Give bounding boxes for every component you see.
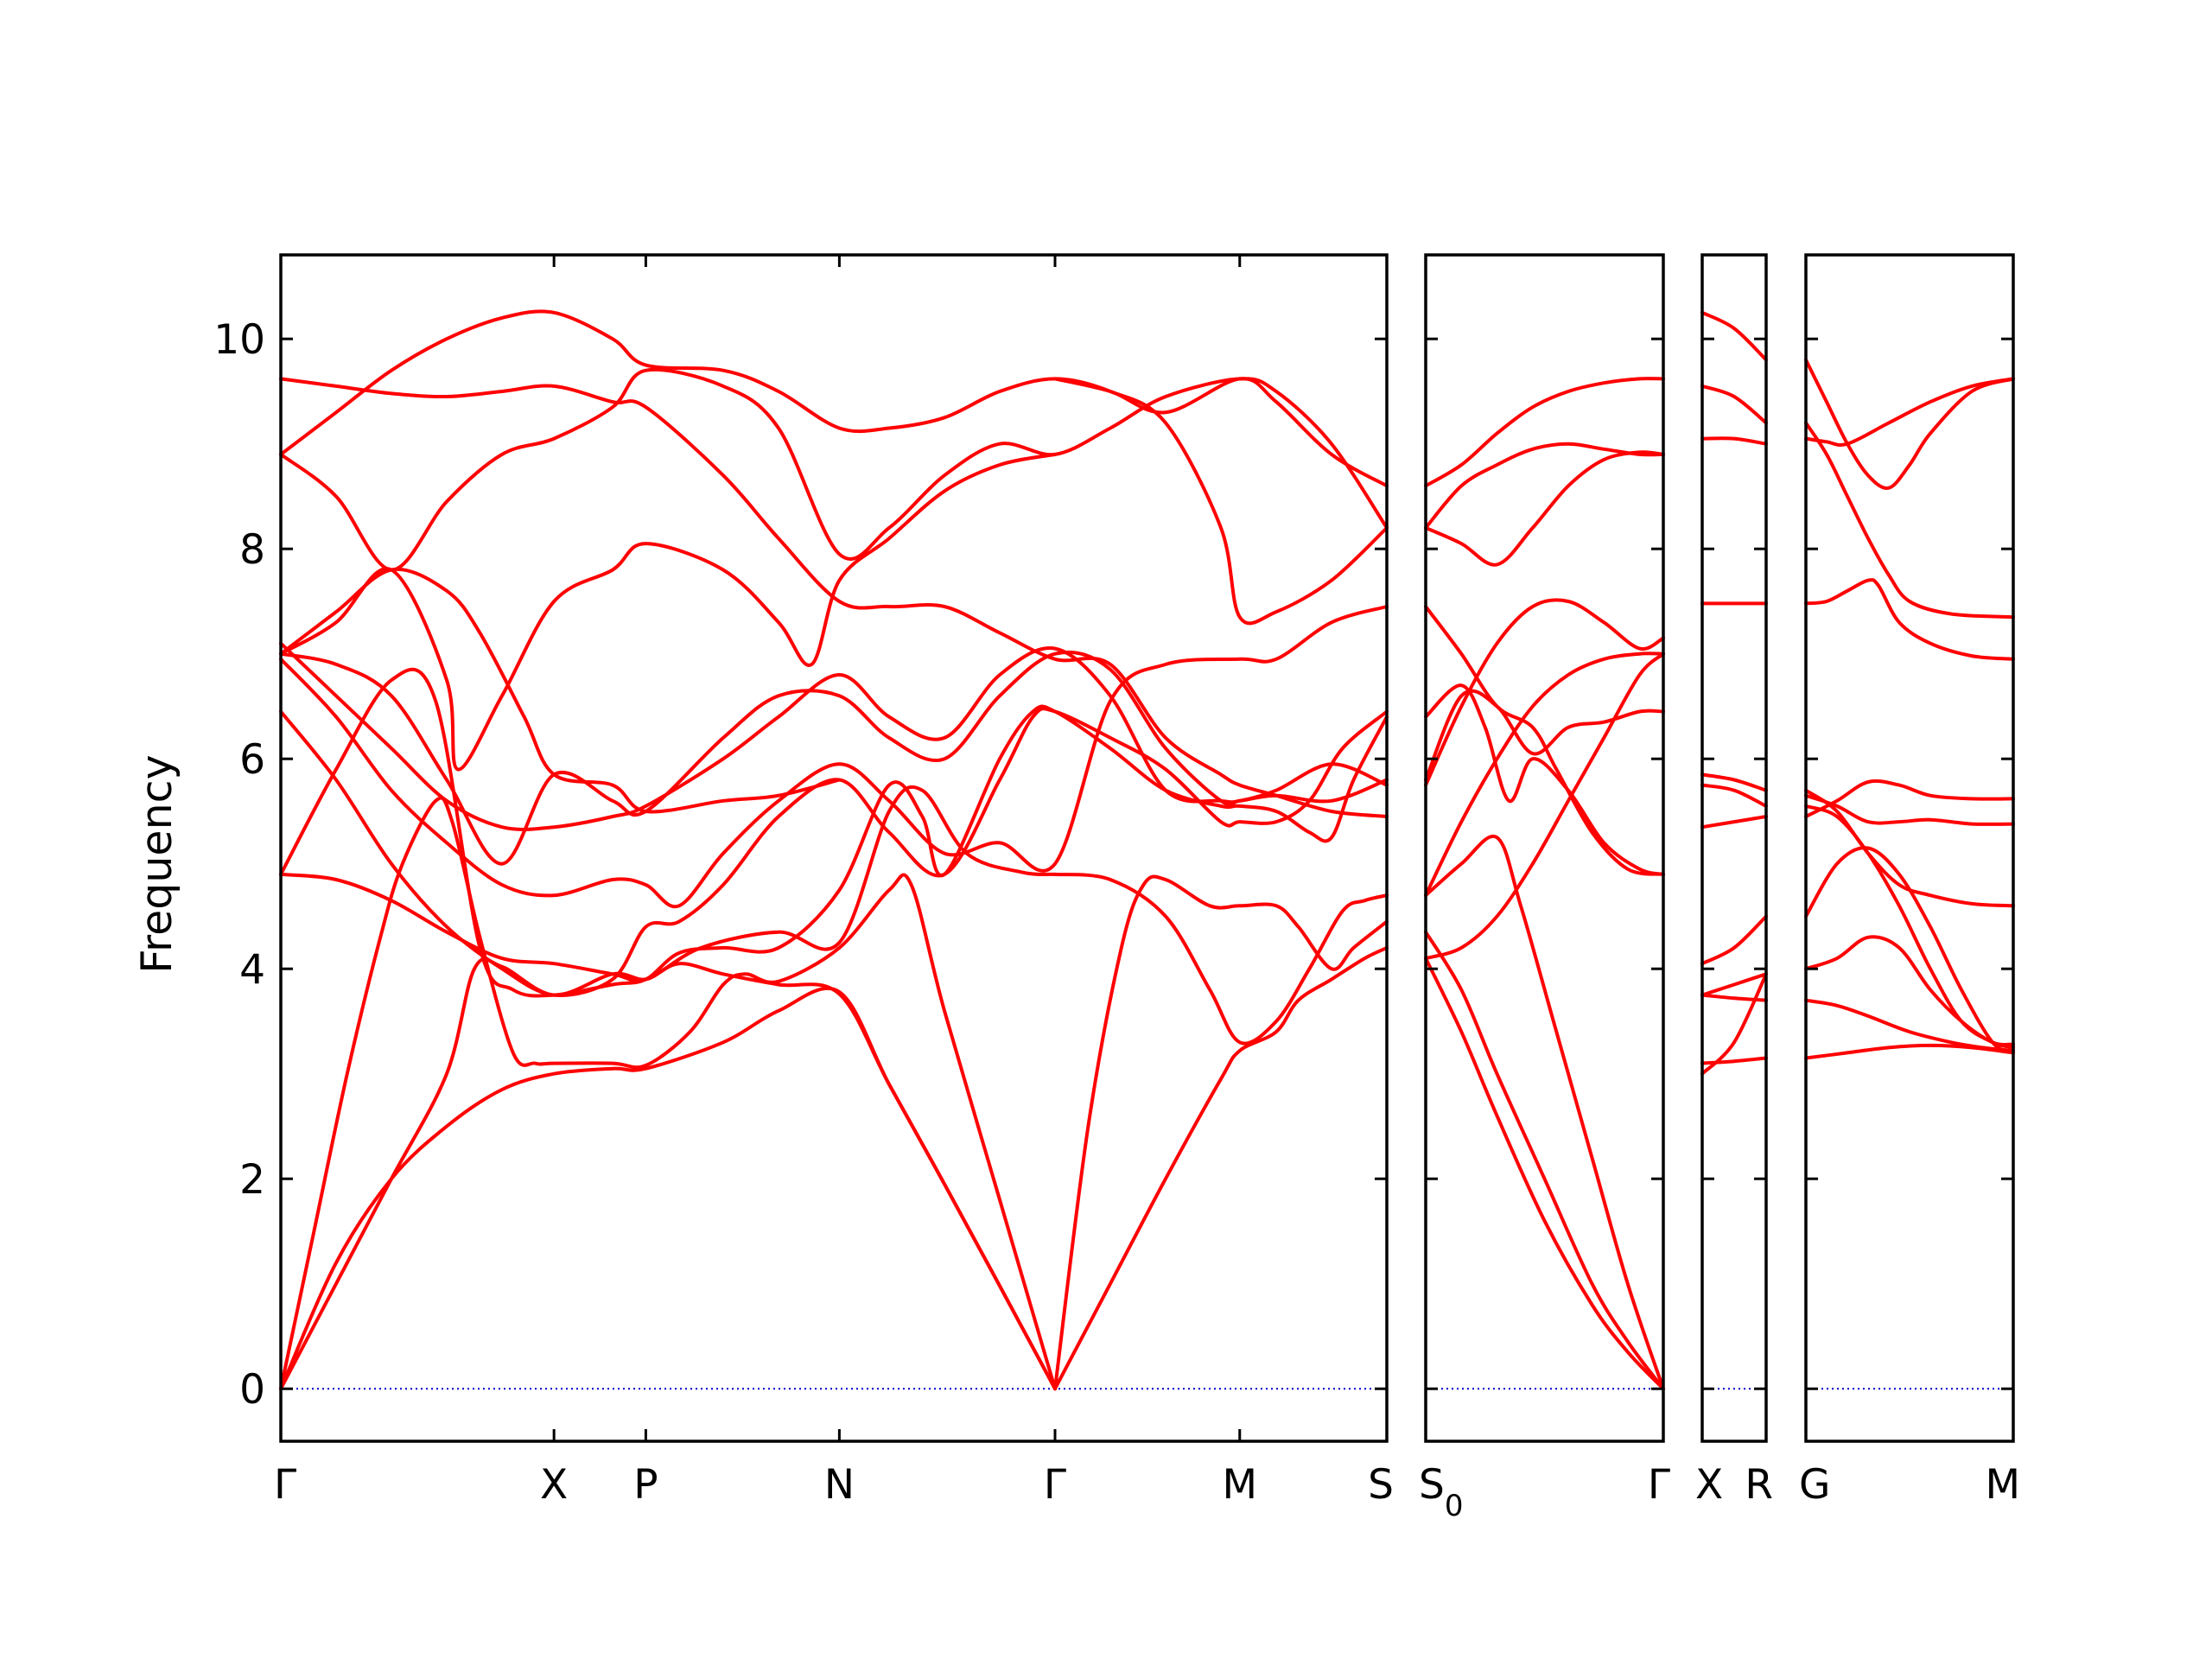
panel-2: S0 Γ [1419,253,1670,1523]
high-symmetry-label: M [1985,1461,2020,1509]
y-tick-label: 6 [239,736,265,784]
phonon-band-6 [1053,872,1389,1046]
high-symmetry-label: S0 [1419,1461,1463,1523]
panel-frame [279,253,1389,1443]
phonon-band-10 [1424,450,1665,567]
phonon-band-9 [1424,689,1665,782]
phonon-band-1 [279,986,1057,1391]
high-symmetry-label: X [1695,1461,1723,1509]
phonon-band-12 [279,650,1389,866]
phonon-band-6 [1424,598,1665,787]
phonon-band-8 [279,667,1389,998]
panel-frame [1700,253,1768,1443]
phonon-band-3 [1424,834,1665,1391]
high-symmetry-label: Γ [1044,1461,1066,1509]
high-symmetry-label: M [1222,1461,1257,1509]
phonon-band-10 [1700,972,1768,997]
phonon-band-9 [279,707,1389,997]
phonon-band-11 [1700,972,1768,1076]
y-axis-label: Frequency [132,754,181,973]
phonon-band-8 [1804,779,2015,818]
phonon-band-3 [1804,377,2015,448]
y-tick-label: 10 [213,316,265,364]
high-symmetry-label: Γ [1648,1461,1670,1509]
phonon-band-6 [1804,793,2015,826]
phonon-band-16 [279,309,1389,626]
phonon-band-4 [1424,652,1665,961]
phonon-band-6 [1700,783,1768,808]
y-tick-label: 4 [239,946,265,994]
phonon-band-8 [1424,605,1665,876]
y-tick-label: 2 [239,1156,265,1204]
phonon-band-5 [1700,772,1768,792]
phonon-band-3 [1700,436,1768,446]
y-tick-label: 8 [239,526,265,574]
phonon-band-7 [1804,804,2015,1050]
high-symmetry-label: R [1745,1461,1773,1509]
high-symmetry-label: Γ [274,1461,296,1509]
phonon-band-11 [1424,442,1665,530]
phonon-band-5 [1804,788,2015,908]
panel-frame [1424,253,1665,1443]
phonon-band-9 [1804,846,2015,1055]
phonon-band-3 [279,796,1057,1391]
phonon-band-4 [1053,874,1389,1391]
phonon-band-12 [1804,1043,2015,1060]
panel-frame [1804,253,2015,1443]
phonon-band-12 [1424,377,1665,488]
phonon-band-4 [1804,578,2015,661]
phonon-band-1 [1424,957,1665,1391]
phonon-band-15 [279,367,1389,572]
high-symmetry-label: X [540,1461,568,1509]
phonon-band-7 [1700,815,1768,830]
y-tick-label: 0 [239,1366,265,1414]
high-symmetry-label: G [1799,1461,1830,1509]
high-symmetry-label: P [633,1461,658,1509]
phonon-band-13 [279,567,842,814]
phonon-band-10 [279,605,1389,909]
phonon-band-9 [1700,993,1768,1002]
panel-1: 0 2 4 6 8 10 Γ X P N Γ M S [213,253,1394,1509]
phonon-band-18 [1053,377,1389,488]
phonon-band-2 [1700,384,1768,425]
phonon-band-8 [1700,914,1768,966]
phonon-band-14 [279,452,1057,772]
phonon-band-10 [1804,935,2015,1046]
phonon-band-17 [279,377,1389,818]
phonon-band-5 [1053,945,1389,1391]
phonon-band-7 [1424,683,1665,876]
phonon-band-12 [1700,1056,1768,1065]
phonon-band-5 [1424,652,1665,898]
phonon-band-2 [1804,421,2015,620]
phonon-band-2 [1424,930,1665,1391]
high-symmetry-label: N [824,1461,855,1509]
high-symmetry-label: S [1368,1461,1394,1509]
phonon-band-1 [1700,310,1768,362]
phonon-band-1 [1804,358,2015,491]
